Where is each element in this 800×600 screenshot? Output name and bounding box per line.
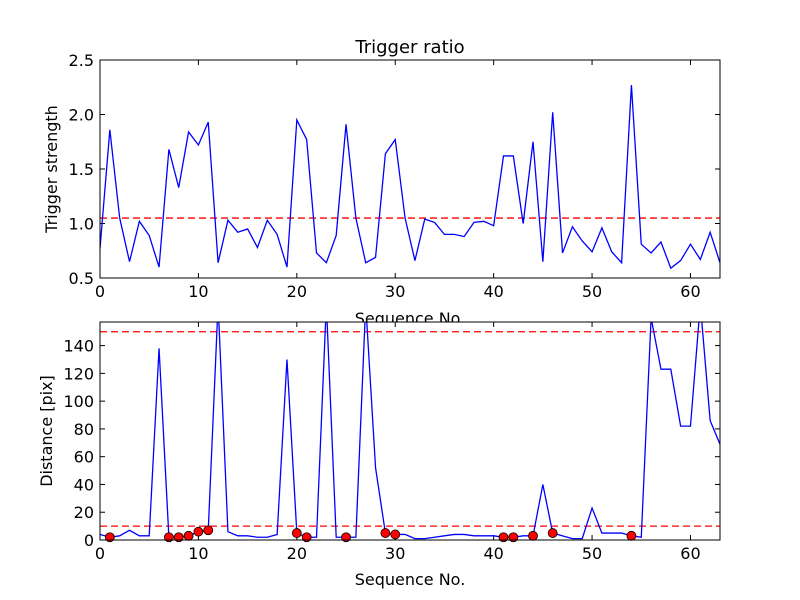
distance-marker (163, 532, 174, 543)
x-tick-label: 60 (680, 544, 700, 563)
x-tick-label: 0 (95, 544, 105, 563)
distance-markers (104, 525, 637, 543)
bottom-plot-frame (99, 321, 721, 541)
distance-marker (547, 528, 558, 538)
distance-marker (173, 532, 184, 543)
trigger-strength-line (100, 85, 720, 270)
y-tick-label: 0.5 (69, 269, 94, 288)
top-chart: 0 10 20 30 40 50 600.51.01.52.02.5 Sequence No… (42, 51, 721, 328)
y-tick-label: 100 (63, 392, 94, 411)
top-ticks: 0 10 20 30 40 50 60 0.5 1.0 1.5 2.0 2.5 (69, 51, 720, 301)
bottom-y-axis-label: Distance [pix] (37, 375, 56, 487)
distance-marker (301, 532, 312, 543)
distance-marker (193, 526, 204, 537)
bottom-plot-area (100, 322, 720, 540)
distance-marker (390, 529, 401, 540)
y-tick-label: 140 (63, 337, 94, 356)
chart-title: Trigger ratio (354, 37, 464, 58)
x-tick-label: 60 (680, 282, 700, 301)
distance-marker (203, 525, 214, 536)
x-tick-label: 50 (582, 282, 602, 301)
distance-line (100, 322, 720, 540)
distance-marker (528, 530, 538, 541)
x-tick-label: 20 (287, 544, 307, 563)
y-tick-label: 1.0 (69, 215, 94, 234)
distance-marker (104, 532, 115, 543)
x-tick-label: 30 (385, 282, 405, 301)
bottom-x-axis-label: Sequence No. (355, 570, 466, 589)
y-tick-label: 2.0 (69, 106, 94, 125)
y-tick-label: 0 (84, 531, 94, 550)
distance-marker (626, 530, 637, 541)
distance-marker (498, 532, 509, 543)
y-tick-label: 1.5 (69, 160, 94, 179)
bottom-ticks: 0 10 20 30 40 50 60 0 20 40 60 80 100 120 140 (63, 322, 720, 563)
bottom-chart: 0 10 20 30 40 50 60 0 20 40 60 80 100 120 140 Sequence… (37, 321, 721, 589)
x-tick-label: 20 (287, 282, 307, 301)
y-tick-label: 2.5 (69, 51, 94, 70)
y-tick-label: 60 (74, 448, 94, 467)
x-tick-label: 10 (188, 282, 208, 301)
x-tick-label: 40 (483, 544, 503, 563)
x-tick-label: 0 (95, 282, 105, 301)
distance-marker (508, 532, 519, 543)
y-tick-label: 40 (74, 475, 94, 494)
distance-marker (341, 532, 351, 543)
y-tick-label: 120 (63, 364, 94, 383)
distance-marker (183, 530, 194, 541)
distance-marker (291, 528, 302, 538)
y-tick-label: 80 (74, 420, 94, 439)
x-tick-label: 50 (582, 544, 602, 563)
top-y-axis-label: Trigger strength (42, 105, 61, 234)
x-tick-label: 10 (188, 544, 208, 563)
x-tick-label: 30 (385, 544, 405, 563)
y-tick-label: 20 (74, 503, 94, 522)
top-plot-frame (99, 59, 721, 279)
x-tick-label: 40 (483, 282, 503, 301)
distance-marker (380, 528, 391, 538)
